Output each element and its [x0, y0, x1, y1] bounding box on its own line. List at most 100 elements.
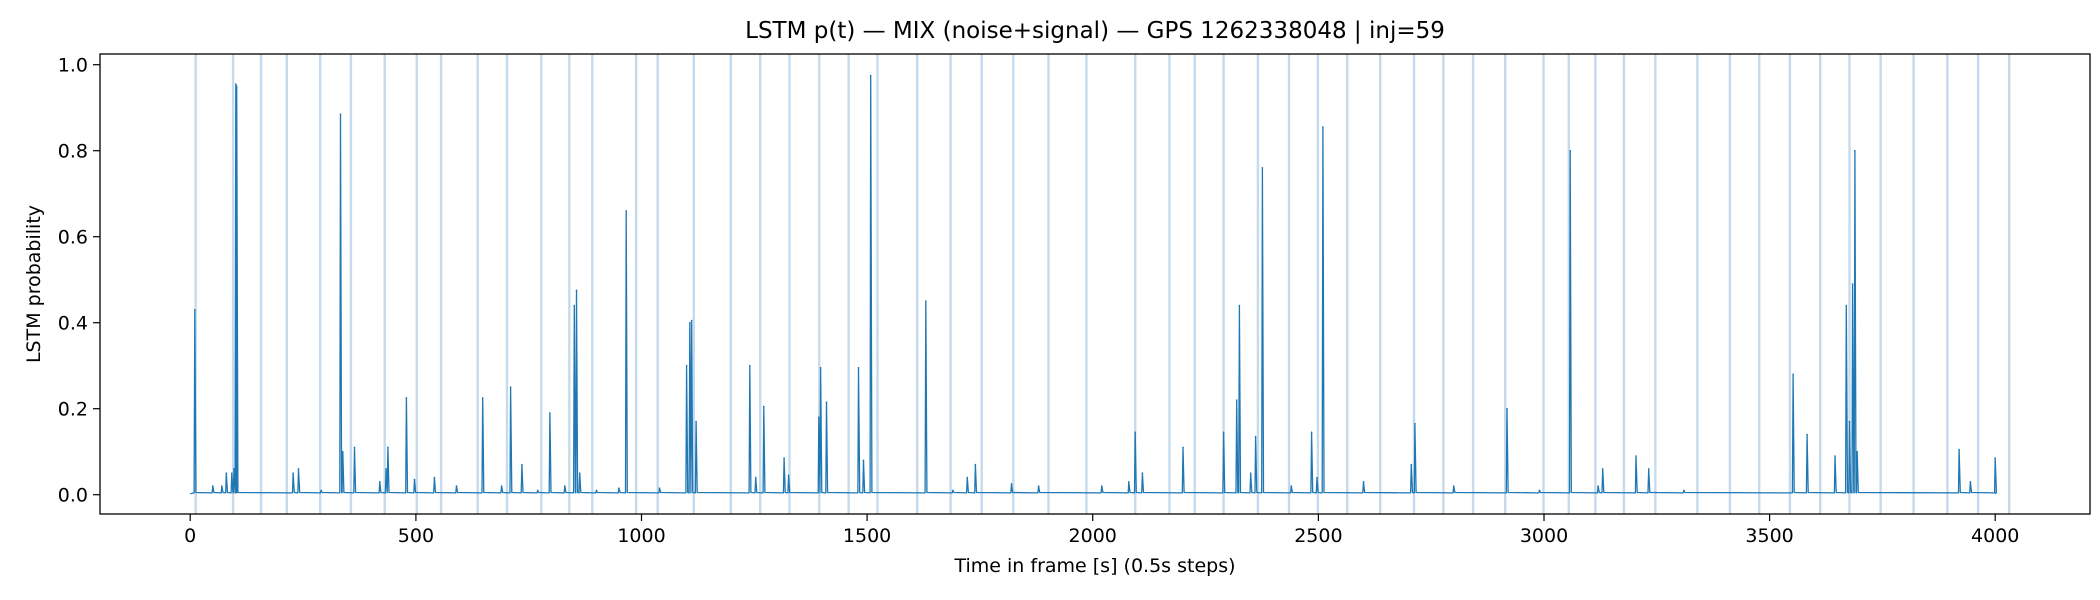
- data-point: [379, 481, 381, 483]
- x-tick-label: 500: [398, 525, 434, 547]
- data-point: [763, 405, 765, 408]
- data-point: [342, 450, 344, 453]
- y-tick-label: 0.6: [58, 227, 88, 249]
- data-point: [1010, 483, 1013, 485]
- data-point: [1994, 457, 1996, 459]
- data-point: [235, 83, 237, 85]
- data-point: [689, 321, 691, 324]
- data-point: [974, 463, 977, 466]
- data-point: [1410, 463, 1413, 466]
- data-point: [194, 309, 196, 311]
- x-tick-label: 3000: [1520, 525, 1568, 547]
- data-point: [1235, 399, 1238, 401]
- data-point: [1249, 472, 1252, 475]
- data-point: [952, 489, 954, 492]
- data-point: [1647, 468, 1650, 470]
- data-point: [292, 472, 294, 475]
- data-point: [549, 412, 551, 414]
- data-point: [1101, 485, 1103, 487]
- y-axis: 0.0 0.2 0.4 0.6 0.8 1.0: [58, 55, 100, 507]
- data-point: [413, 478, 416, 481]
- data-point: [385, 468, 387, 470]
- data-point: [1322, 126, 1324, 128]
- data-point: [212, 485, 214, 487]
- data-point: [405, 397, 408, 399]
- data-point: [1597, 485, 1599, 487]
- data-point: [521, 463, 523, 466]
- data-point: [225, 472, 228, 475]
- data-point: [1854, 149, 1856, 152]
- series-line: [190, 74, 1998, 495]
- data-point: [1958, 448, 1960, 451]
- data-point: [1452, 485, 1455, 487]
- y-tick-label: 0.0: [58, 485, 88, 507]
- data-point: [1856, 450, 1858, 453]
- x-tick-label: 4000: [1971, 525, 2019, 547]
- data-point: [433, 476, 436, 479]
- data-point: [695, 420, 697, 423]
- data-point: [825, 401, 828, 404]
- data-point: [1601, 468, 1604, 470]
- data-point: [235, 85, 238, 87]
- data-point: [1310, 431, 1313, 434]
- data-point: [509, 386, 512, 389]
- data-point: [685, 364, 688, 367]
- data-point: [625, 210, 627, 212]
- data-point: [1538, 489, 1541, 492]
- data-point: [690, 319, 693, 322]
- data-point: [749, 364, 751, 367]
- data-point: [353, 446, 356, 449]
- data-point: [578, 472, 581, 475]
- data-point: [575, 289, 578, 292]
- data-point: [754, 476, 757, 479]
- data-point: [819, 367, 822, 369]
- data-point: [573, 304, 576, 307]
- x-tick-label: 2000: [1069, 525, 1117, 547]
- x-axis-label: Time in frame [s] (0.5s steps): [953, 555, 1235, 577]
- data-point: [1845, 304, 1848, 307]
- data-point: [862, 459, 865, 462]
- data-point: [1134, 431, 1136, 434]
- data-point: [1506, 407, 1508, 410]
- x-tick-label: 2500: [1294, 525, 1342, 547]
- data-point: [1792, 373, 1794, 376]
- data-point: [857, 367, 860, 369]
- data-point: [536, 489, 539, 492]
- data-point: [783, 457, 785, 459]
- data-point: [1316, 476, 1318, 479]
- data-point: [231, 472, 233, 475]
- y-tick-label: 0.2: [58, 399, 88, 421]
- data-point: [925, 300, 927, 303]
- data-point: [221, 485, 223, 487]
- data-point: [1238, 304, 1241, 307]
- x-tick-label: 1000: [617, 525, 665, 547]
- injection-markers: [194, 54, 2011, 514]
- y-tick-label: 1.0: [58, 55, 88, 77]
- data-point: [1182, 446, 1184, 449]
- data-point: [1848, 420, 1851, 423]
- data-point: [320, 489, 322, 492]
- data-point: [658, 487, 661, 490]
- data-point: [455, 485, 458, 487]
- data-point: [387, 446, 389, 449]
- data-point: [1569, 149, 1571, 152]
- y-tick-label: 0.4: [58, 313, 88, 335]
- data-point: [1969, 481, 1972, 483]
- data-point: [1414, 422, 1416, 425]
- data-point: [1362, 481, 1365, 483]
- data-point: [1683, 489, 1685, 492]
- data-point: [297, 468, 300, 470]
- data-point: [1037, 485, 1040, 487]
- data-point: [339, 113, 342, 115]
- chart-title: LSTM p(t) — MIX (noise+signal) — GPS 126…: [745, 18, 1445, 44]
- x-axis: 0 500 1000 1500 2000 2500 3000 3500 4000: [184, 514, 2019, 547]
- data-point: [595, 489, 598, 492]
- data-point: [1834, 455, 1836, 457]
- x-tick-label: 0: [184, 525, 196, 547]
- data-point: [1635, 455, 1637, 457]
- data-point: [500, 485, 503, 487]
- data-point: [869, 74, 872, 77]
- x-tick-label: 3500: [1745, 525, 1793, 547]
